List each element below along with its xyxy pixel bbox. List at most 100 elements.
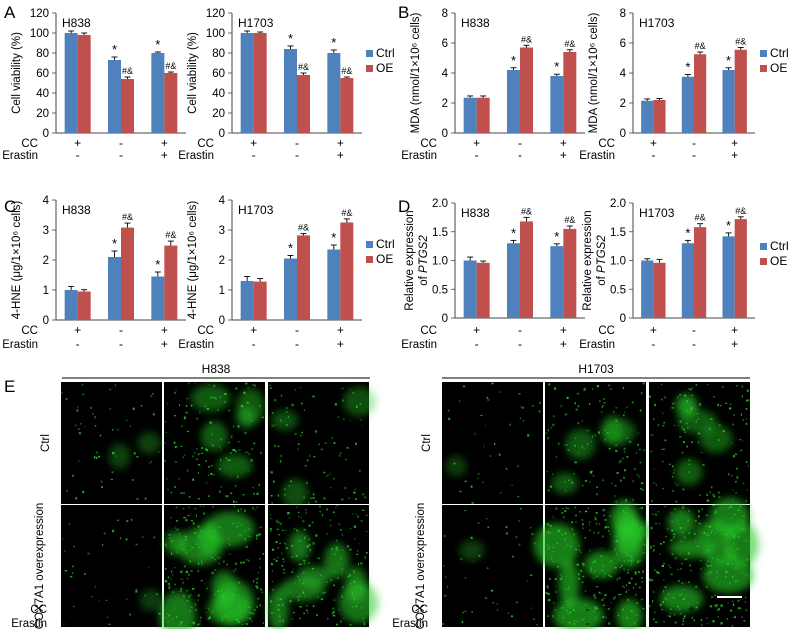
fluorescence-speck [547, 489, 550, 492]
fluorescence-speck [180, 587, 183, 590]
bar-oe [297, 235, 310, 320]
fluorescence-speck [632, 480, 635, 483]
y-tick-label: 6 [620, 38, 626, 50]
fluorescence-speck [205, 459, 207, 463]
fluorescence-speck [672, 489, 675, 492]
fluorescence-speck [552, 515, 554, 518]
fluorescence-speck [731, 600, 734, 602]
fluorescence-speck [253, 442, 256, 445]
bar-oe [734, 49, 747, 133]
fluorescence-speck [602, 535, 604, 538]
fluorescence-speck [84, 426, 86, 428]
fluorescence-speck [270, 563, 273, 565]
fluorescence-speck [608, 622, 611, 625]
fluorescence-speck [204, 539, 207, 541]
fluorescence-speck [530, 574, 533, 576]
fluorescence-speck [271, 564, 274, 566]
fluorescence-speck [546, 437, 550, 440]
fluorescence-speck [697, 515, 700, 518]
fluorescence-speck [73, 545, 75, 548]
fluorescence-speck [101, 486, 103, 488]
fluorescence-speck [581, 519, 584, 521]
condition-label: CC [411, 604, 428, 616]
y-tick-label: 40 [212, 88, 225, 100]
fluorescence-speck [216, 590, 219, 593]
fluorescence-speck [681, 531, 684, 533]
condition-symbol: + [250, 323, 257, 337]
fluorescence-speck [197, 453, 200, 456]
fluorescence-speck [205, 482, 208, 484]
fluorescence-speck [586, 429, 588, 432]
fluorescence-speck [63, 623, 65, 625]
fluorescence-speck [126, 419, 128, 422]
fluorescence-speck [665, 535, 667, 538]
fluorescence-speck [602, 514, 605, 516]
fluorescence-speck [581, 581, 584, 584]
fluorescence-speck [659, 603, 662, 606]
y-tick-label: 1.0 [432, 256, 448, 268]
fluorescence-speck [276, 528, 279, 531]
fluorescence-speck [174, 392, 176, 394]
fluorescence-speck [96, 451, 98, 454]
fluorescence-speck [293, 611, 295, 614]
fluorescence-blob [207, 592, 253, 626]
fluorescence-speck [354, 488, 356, 491]
fluorescence-speck [730, 505, 732, 508]
row-label: Ctrl [421, 434, 433, 452]
fluorescence-speck [657, 571, 660, 575]
fluorescence-speck [721, 561, 724, 564]
fluorescence-speck [270, 527, 272, 530]
condition-symbol: - [483, 616, 487, 629]
fluorescence-speck [732, 414, 736, 416]
fluorescence-speck [356, 553, 359, 555]
fluorescence-speck [546, 548, 550, 550]
fluorescence-speck [567, 603, 570, 606]
fluorescence-speck [642, 382, 645, 385]
bar-oe [77, 291, 91, 320]
fluorescence-speck [180, 445, 183, 447]
fluorescence-speck [239, 534, 241, 536]
fluorescence-speck [650, 526, 653, 530]
fluorescence-speck [291, 618, 294, 620]
fluorescence-speck [109, 388, 112, 391]
fluorescence-speck [91, 596, 93, 598]
significance-hash: #& [564, 39, 575, 49]
fluorescence-speck [745, 461, 748, 463]
fluorescence-speck [487, 526, 490, 529]
condition-label: CC [21, 138, 38, 150]
fluorescence-speck [682, 598, 686, 601]
fluorescence-speck [174, 415, 176, 417]
fluorescence-speck [333, 584, 336, 587]
fluorescence-speck [195, 514, 197, 517]
fluorescence-speck [260, 588, 262, 591]
fluorescence-speck [174, 486, 176, 488]
fluorescence-speck [547, 548, 549, 550]
fluorescence-speck [679, 393, 682, 396]
fluorescence-speck [175, 389, 177, 392]
fluorescence-blob [216, 454, 253, 478]
fluorescence-speck [635, 593, 637, 596]
condition-symbol: + [337, 136, 344, 150]
fluorescence-speck [189, 610, 191, 613]
fluorescence-speck [249, 535, 252, 537]
condition-symbol: - [295, 136, 299, 150]
fluorescence-speck [190, 520, 194, 522]
fluorescence-speck [312, 496, 315, 499]
fluorescence-speck [642, 552, 645, 554]
fluorescence-speck [700, 624, 703, 626]
fluorescence-speck [687, 519, 689, 522]
fluorescence-speck [276, 519, 279, 522]
condition-symbol: + [337, 148, 344, 162]
fluorescence-speck [682, 488, 685, 491]
fluorescence-speck [607, 574, 611, 577]
significance-star: * [554, 229, 559, 244]
fluorescence-speck [602, 604, 606, 607]
fluorescence-speck [557, 531, 560, 533]
fluorescence-speck [729, 407, 732, 410]
fluorescence-speck [724, 549, 726, 552]
fluorescence-speck [178, 533, 180, 535]
fluorescence-speck [69, 575, 73, 578]
fluorescence-speck [111, 471, 114, 473]
y-tick-label: 0 [620, 313, 626, 325]
